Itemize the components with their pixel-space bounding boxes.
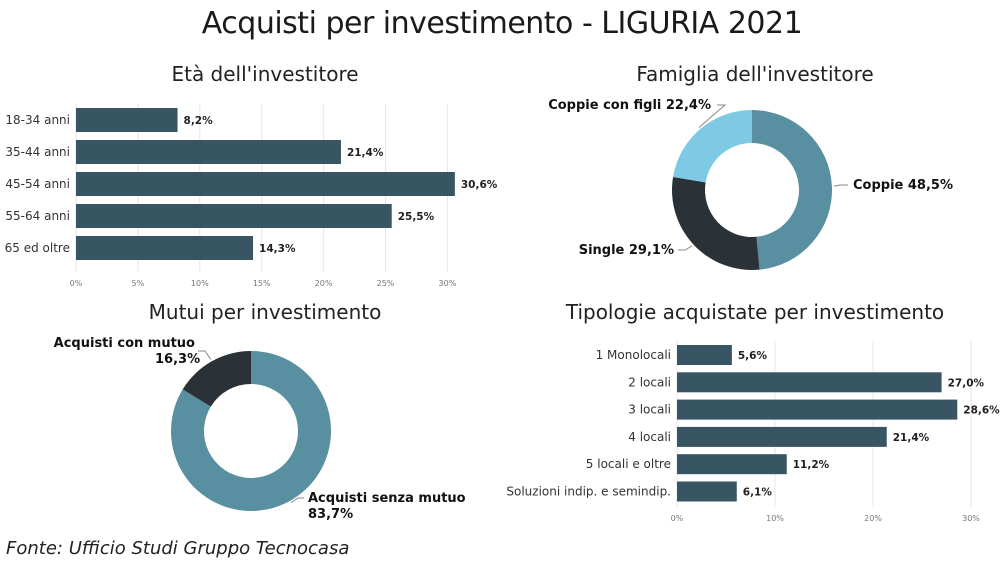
category-label: Soluzioni indip. e semindip.: [506, 485, 671, 499]
leader-line: [698, 104, 727, 128]
bar: [677, 454, 787, 475]
slice-label: Single 29,1%: [579, 243, 674, 258]
category-label: 35-44 anni: [5, 145, 70, 159]
bar: [677, 372, 942, 393]
tick-label: 20%: [315, 279, 333, 288]
slice-name: Acquisti con mutuo: [54, 336, 195, 351]
tick-label: 5%: [132, 279, 145, 288]
data-label: 21,4%: [893, 432, 930, 444]
age-chart-title: Età dell'investitore: [171, 62, 359, 86]
tick-label: 30%: [439, 279, 457, 288]
tick-label: 25%: [377, 279, 395, 288]
slice-value: 16,3%: [155, 352, 200, 367]
bar: [677, 481, 737, 502]
slice-value: 22,4%: [666, 98, 711, 113]
leader-line: [198, 350, 212, 360]
category-label: 5 locali e oltre: [586, 457, 671, 471]
slice-value: 48,5%: [908, 178, 953, 193]
bar: [677, 345, 732, 365]
bar: [76, 204, 392, 228]
bar: [76, 172, 455, 196]
slice-name: Acquisti senza mutuo: [308, 491, 466, 506]
data-label: 6,1%: [743, 487, 773, 499]
data-label: 30,6%: [461, 179, 498, 191]
donut-slice: [752, 110, 833, 270]
tick-label: 20%: [864, 514, 882, 523]
tick-label: 10%: [191, 279, 209, 288]
category-label: 3 locali: [628, 403, 671, 417]
leader-line: [833, 184, 848, 187]
data-label: 5,6%: [738, 350, 768, 362]
page-title: Acquisti per investimento - LIGURIA 2021: [201, 6, 803, 41]
slice-value: 29,1%: [629, 243, 674, 258]
donut-slice: [673, 110, 752, 183]
data-label: 14,3%: [259, 243, 296, 255]
data-label: 8,2%: [184, 115, 214, 127]
category-label: 1 Monolocali: [596, 348, 671, 362]
slice-value: 83,7%: [308, 507, 353, 522]
tick-label: 0%: [70, 279, 83, 288]
bar: [76, 140, 341, 164]
tick-label: 10%: [766, 514, 784, 523]
data-label: 21,4%: [347, 147, 384, 159]
slice-name: Coppie con figli: [548, 98, 661, 113]
donut-slice: [672, 176, 760, 270]
leader-line: [678, 245, 693, 251]
donut-slice: [170, 351, 331, 511]
donut-slice: [182, 351, 251, 407]
slice-name: Coppie: [853, 178, 904, 193]
age-bar-chart: 0% 5% 10% 15% 20% 25% 30% 18-34 anni 8,2% 35-44 a…: [5, 104, 498, 288]
source-footer: Fonte: Ufficio Studi Gruppo Tecnocasa: [6, 538, 350, 559]
data-label: 25,5%: [398, 211, 435, 223]
category-label: 55-64 anni: [5, 209, 70, 223]
tick-label: 30%: [962, 514, 980, 523]
category-label: 45-54 anni: [5, 177, 70, 191]
slice-label: Coppie con figli 22,4%: [548, 98, 711, 113]
data-label: 11,2%: [793, 459, 830, 471]
leader-line: [290, 497, 304, 503]
bar: [677, 399, 958, 420]
slice-label: Coppie 48,5%: [853, 178, 953, 193]
category-label: 65 ed oltre: [5, 241, 70, 255]
bar: [76, 236, 254, 260]
bar: [76, 108, 178, 132]
data-label: 28,6%: [963, 405, 1000, 417]
tick-label: 15%: [253, 279, 271, 288]
mortgage-chart-title: Mutui per investimento: [148, 300, 382, 324]
family-chart-title: Famiglia dell'investitore: [636, 62, 874, 86]
types-bar-chart: 0% 10% 20% 30% 1 Monolocali 5,6% 2 locali 27,0%…: [506, 341, 1000, 523]
category-label: 18-34 anni: [5, 113, 70, 127]
bar: [677, 426, 887, 447]
category-label: 2 locali: [628, 375, 671, 389]
data-label: 27,0%: [948, 377, 985, 389]
tick-label: 0%: [671, 514, 684, 523]
slice-name: Single: [579, 243, 625, 258]
category-label: 4 locali: [628, 430, 671, 444]
family-donut-chart: Coppie 48,5% Single 29,1% Coppie con figli…: [548, 98, 953, 270]
types-chart-title: Tipologie acquistate per investimento: [565, 300, 945, 324]
